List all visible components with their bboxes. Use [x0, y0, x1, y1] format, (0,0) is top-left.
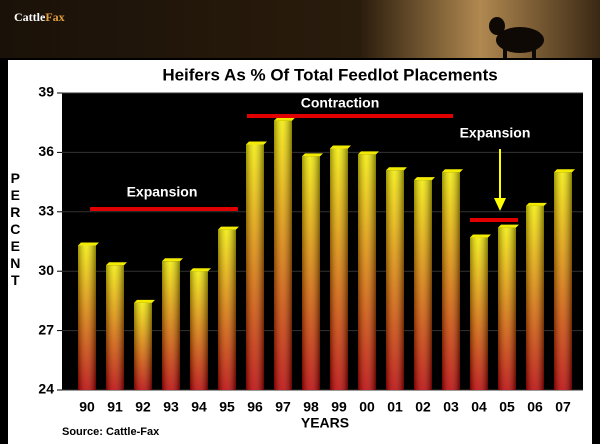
bar-shade — [498, 228, 516, 390]
chart-title: Heifers As % Of Total Feedlot Placements — [162, 65, 497, 84]
x-tick-label: 90 — [79, 399, 95, 415]
bar-shade — [134, 303, 152, 390]
bar-top — [246, 141, 267, 144]
logo-part: Cattle — [14, 10, 46, 24]
x-tick-label: 00 — [359, 399, 375, 415]
bar-shade — [162, 261, 180, 390]
y-tick-label: 33 — [38, 203, 54, 219]
x-tick-label: 97 — [275, 399, 291, 415]
bar-group — [274, 118, 295, 390]
bar-shade — [78, 245, 96, 390]
bar-top — [78, 242, 99, 245]
y-tick-label: 36 — [38, 143, 54, 159]
annotation-label: Contraction — [301, 95, 380, 111]
bar-shade — [302, 156, 320, 390]
bar-group — [358, 151, 379, 390]
bar-top — [554, 169, 575, 172]
bar-group — [330, 145, 351, 390]
bar-group — [106, 262, 127, 390]
x-tick-label: 92 — [135, 399, 151, 415]
x-tick-label: 06 — [527, 399, 543, 415]
bar-group — [498, 225, 519, 390]
x-tick-label: 05 — [499, 399, 515, 415]
bar-top — [134, 300, 155, 303]
bar-shade — [358, 154, 376, 390]
x-axis-label: YEARS — [301, 415, 349, 431]
bar-top — [218, 227, 239, 230]
bar-group — [386, 167, 407, 390]
bar-top — [470, 235, 491, 238]
x-tick-label: 07 — [555, 399, 571, 415]
bar-top — [162, 258, 183, 261]
x-tick-label: 95 — [219, 399, 235, 415]
bar-top — [442, 169, 463, 172]
bar-group — [162, 258, 183, 390]
bar-shade — [218, 230, 236, 390]
x-tick-label: 04 — [471, 399, 487, 415]
logo-part: Fax — [45, 10, 64, 24]
bar-shade — [526, 206, 544, 390]
bar-top — [274, 118, 295, 121]
bar-shade — [554, 172, 572, 390]
x-tick-label: 96 — [247, 399, 263, 415]
bar-group — [246, 141, 267, 390]
bar-shade — [274, 121, 292, 390]
x-tick-label: 99 — [331, 399, 347, 415]
bar-shade — [386, 170, 404, 390]
bar-top — [190, 268, 211, 271]
x-tick-label: 98 — [303, 399, 319, 415]
bar-top — [526, 203, 547, 206]
y-tick-label: 30 — [38, 262, 54, 278]
bar-group — [190, 268, 211, 390]
bar-top — [358, 151, 379, 154]
y-axis-label: PERCENT — [7, 170, 23, 289]
bar-group — [554, 169, 575, 390]
x-tick-label: 02 — [415, 399, 431, 415]
bar-shade — [190, 271, 208, 390]
bar-shade — [246, 144, 264, 390]
bar-group — [218, 227, 239, 390]
bar-group — [470, 235, 491, 390]
x-tick-label: 03 — [443, 399, 459, 415]
bar-group — [134, 300, 155, 390]
bar-group — [302, 153, 323, 390]
bar-group — [414, 177, 435, 390]
bar-shade — [414, 180, 432, 390]
source: Source: Cattle-Fax — [62, 426, 160, 438]
y-tick-label: 39 — [38, 84, 54, 100]
y-tick-label: 27 — [38, 321, 54, 337]
bar-top — [414, 177, 435, 180]
annotation-label: Expansion — [460, 125, 531, 141]
bar-group — [442, 169, 463, 390]
annotation-label: Expansion — [127, 184, 198, 200]
logo: CattleFax — [14, 10, 65, 24]
bar-shade — [330, 148, 348, 390]
bar-top — [330, 145, 351, 148]
bar-top — [106, 262, 127, 265]
x-tick-label: 93 — [163, 399, 179, 415]
bar-shade — [470, 238, 488, 390]
bar-group — [526, 203, 547, 390]
x-tick-label: 01 — [387, 399, 403, 415]
x-tick-label: 94 — [191, 399, 207, 415]
bar-shade — [106, 265, 124, 390]
bar-top — [302, 153, 323, 156]
y-tick-label: 24 — [38, 381, 54, 397]
x-tick-label: 91 — [107, 399, 123, 415]
bar-top — [498, 225, 519, 228]
bar-group — [78, 242, 99, 390]
bar-top — [386, 167, 407, 170]
bar-shade — [442, 172, 460, 390]
chart: CattleFax Heifers As % Of Total Feedlot … — [0, 0, 600, 444]
